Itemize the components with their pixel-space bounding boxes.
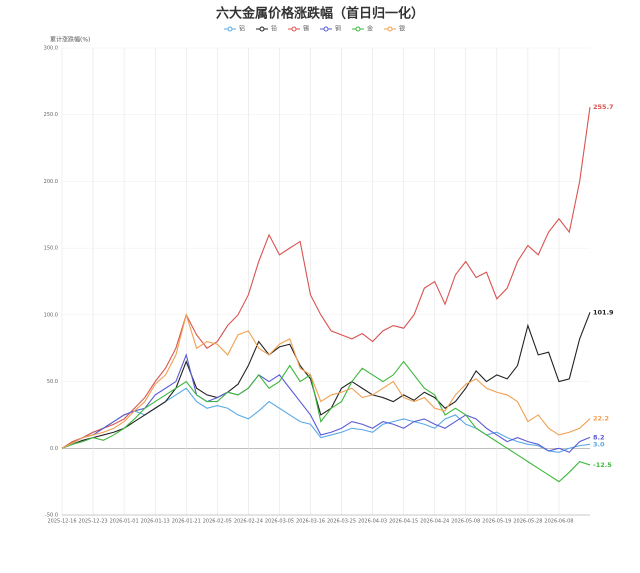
end-value-label: 255.7 (593, 103, 614, 111)
x-tick-label: 2026-01-21 (172, 519, 201, 525)
legend-label: 金 (367, 25, 373, 33)
x-tick-label: 2026-02-24 (234, 519, 263, 525)
legend-marker (355, 26, 361, 32)
x-tick-label: 2026-01-01 (110, 519, 139, 525)
y-tick-label: 150.0 (44, 246, 58, 252)
x-tick-label: 2026-04-24 (420, 519, 449, 525)
y-tick-label: 300.0 (44, 46, 58, 52)
x-tick-label: 2025-12-23 (79, 519, 108, 525)
legend-marker (323, 26, 329, 32)
series-line (61, 353, 591, 453)
x-tick-label: 2026-05-19 (482, 519, 511, 525)
x-tick-label: 2026-04-15 (389, 519, 418, 525)
legend-label: 银 (399, 25, 405, 33)
end-value-label: -12.5 (593, 461, 612, 469)
x-tick-label: 2026-06-08 (544, 519, 573, 525)
x-tick-label: 2026-03-16 (296, 519, 325, 525)
legend-label: 锡 (303, 25, 309, 33)
legend-marker (259, 26, 265, 32)
series-line (61, 107, 591, 449)
y-tick-label: 0.0 (50, 446, 58, 452)
legend-label: 铝 (239, 25, 245, 33)
series-line (61, 360, 591, 483)
y-tick-label: 250.0 (44, 112, 58, 118)
x-tick-label: 2026-02-05 (203, 519, 232, 525)
x-tick-label: 2026-03-05 (265, 519, 294, 525)
x-tick-label: 2026-05-08 (451, 519, 480, 525)
end-value-label: 101.9 (593, 308, 614, 316)
x-tick-label: 2026-03-25 (327, 519, 356, 525)
x-tick-label: 2026-04-03 (358, 519, 387, 525)
y-tick-label: 50.0 (47, 379, 58, 385)
series-line (61, 312, 591, 449)
y-tick-label: 200.0 (44, 179, 58, 185)
end-value-label: 3.0 (593, 440, 605, 448)
x-tick-label: 2026-01-13 (141, 519, 170, 525)
x-tick-label: 2026-05-28 (513, 519, 542, 525)
legend-marker (227, 26, 233, 32)
legend-label: 铅 (271, 25, 277, 33)
chart-title: 六大金属价格涨跌幅（首日归一化） (216, 6, 424, 22)
end-value-label: 8.2 (593, 433, 605, 441)
y-tick-label: -50.0 (45, 513, 58, 519)
y-tick-label: 100.0 (44, 312, 58, 318)
y-axis-label: 累计涨跌幅(%) (50, 36, 90, 44)
legend-marker (291, 26, 297, 32)
legend-label: 铜 (335, 25, 341, 33)
legend-marker (387, 26, 393, 32)
end-value-label: 22.2 (593, 415, 609, 423)
series-line (61, 312, 591, 449)
x-tick-label: 2025-12-16 (47, 519, 76, 525)
